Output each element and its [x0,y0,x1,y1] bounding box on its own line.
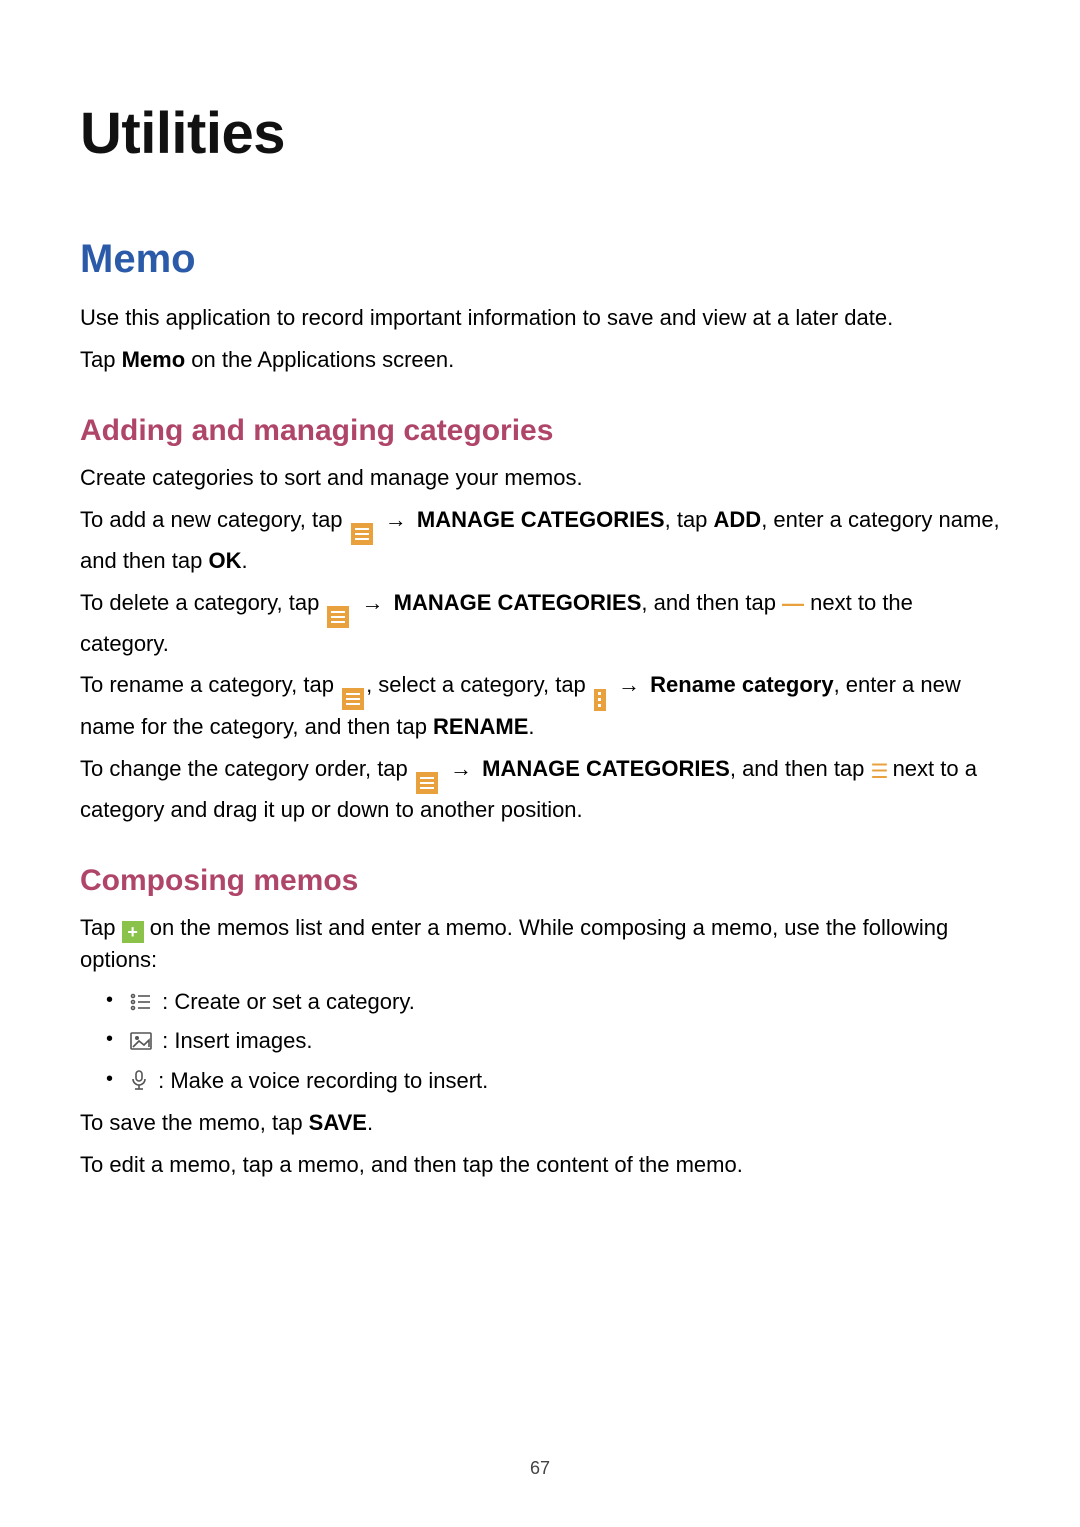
text-fragment: . [367,1110,373,1135]
menu-icon [327,606,349,628]
text-fragment: To rename a category, tap [80,672,340,697]
minus-icon: — [782,588,804,620]
text-fragment: . [528,714,534,739]
text-fragment: , and then tap [730,756,871,781]
text-fragment: Tap [80,915,122,940]
composing-p1: Tap + on the memos list and enter a memo… [80,912,1000,976]
image-icon [130,1027,152,1045]
drag-handle-icon: ☰ [871,758,887,787]
text-fragment: Tap [80,347,122,372]
bold-manage-categories: MANAGE CATEGORIES [417,507,665,532]
bold-manage-categories: MANAGE CATEGORIES [482,756,730,781]
menu-icon [351,523,373,545]
composing-save: To save the memo, tap SAVE. [80,1107,1000,1139]
bold-ok: OK [208,548,241,573]
arrow-icon: → [612,672,646,697]
menu-icon [342,688,364,710]
categories-rename: To rename a category, tap , select a cat… [80,669,1000,742]
categories-delete: To delete a category, tap → MANAGE CATEG… [80,587,1000,660]
bold-save: SAVE [309,1110,367,1135]
bold-rename-category: Rename category [650,672,833,697]
text-fragment: To delete a category, tap [80,590,325,615]
text-fragment: To change the category order, tap [80,756,414,781]
bold-memo: Memo [122,347,186,372]
arrow-icon: → [379,507,413,532]
list-item: : Create or set a category. [106,986,1000,1018]
bold-add: ADD [714,507,762,532]
text-fragment: on the memos list and enter a memo. Whil… [80,915,948,972]
subsection-composing: Composing memos [80,864,1000,898]
text-fragment: To save the memo, tap [80,1110,309,1135]
text-fragment: on the Applications screen. [185,347,454,372]
list-item: : Make a voice recording to insert. [106,1065,1000,1097]
categories-add: To add a new category, tap → MANAGE CATE… [80,504,1000,577]
bold-rename: RENAME [433,714,528,739]
memo-intro-2: Tap Memo on the Applications screen. [80,344,1000,376]
text-fragment: . [241,548,247,573]
page-number: 67 [0,1458,1080,1479]
categories-order: To change the category order, tap → MANA… [80,753,1000,826]
subsection-categories: Adding and managing categories [80,414,1000,448]
text-fragment: , select a category, tap [366,672,592,697]
text-fragment: : Insert images. [156,1028,313,1053]
text-fragment: To add a new category, tap [80,507,349,532]
microphone-icon [130,1067,148,1085]
composing-options-list: : Create or set a category. : Insert ima… [106,986,1000,1098]
categories-p1: Create categories to sort and manage you… [80,462,1000,494]
text-fragment: , tap [665,507,714,532]
menu-icon [416,772,438,794]
arrow-icon: → [444,756,478,781]
bold-manage-categories: MANAGE CATEGORIES [394,590,642,615]
chapter-title: Utilities [80,100,1000,167]
text-fragment: , and then tap [641,590,782,615]
category-list-icon [130,988,152,1006]
composing-edit: To edit a memo, tap a memo, and then tap… [80,1149,1000,1181]
plus-icon: + [122,921,144,943]
list-item: : Insert images. [106,1025,1000,1057]
more-icon [594,689,606,711]
text-fragment: : Create or set a category. [156,989,415,1014]
arrow-icon: → [355,590,389,615]
memo-intro-1: Use this application to record important… [80,302,1000,334]
text-fragment: : Make a voice recording to insert. [152,1068,488,1093]
document-page: Utilities Memo Use this application to r… [0,0,1080,1181]
section-title-memo: Memo [80,237,1000,282]
